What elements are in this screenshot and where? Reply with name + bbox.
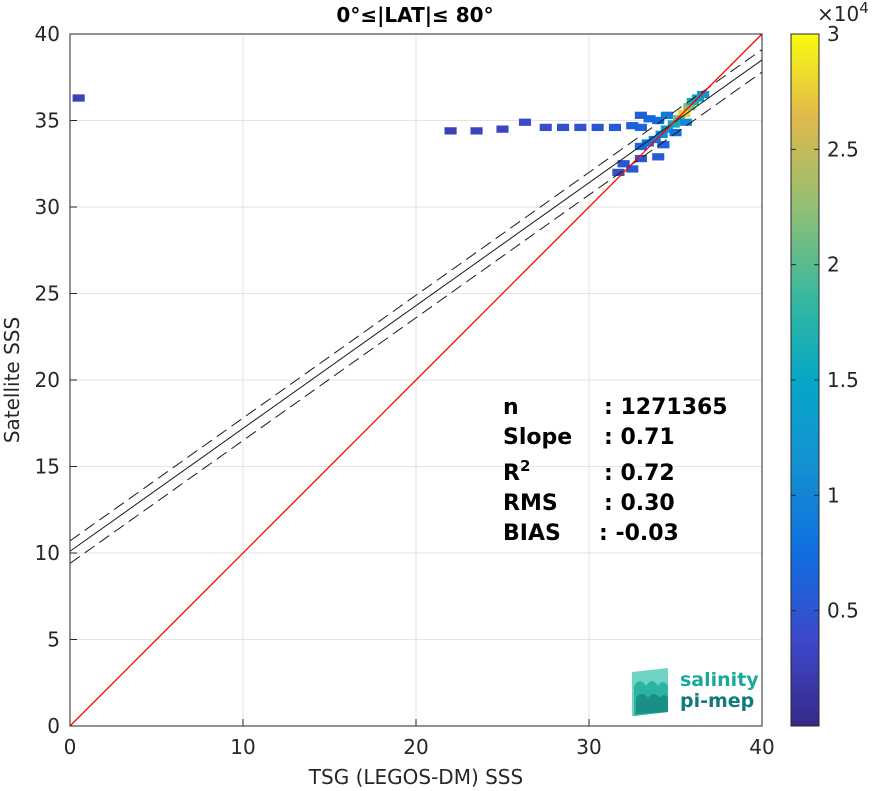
density-cell — [470, 127, 483, 135]
density-cell — [591, 123, 604, 132]
x-tick-label: 10 — [230, 735, 255, 759]
colorbar-tick-label: 0.5 — [827, 599, 859, 623]
density-cell — [678, 109, 691, 118]
density-cell — [669, 128, 682, 137]
density-cell — [679, 118, 692, 126]
stat-label-text: n — [503, 395, 519, 420]
colorbar-tick-label: 2.5 — [827, 137, 859, 161]
salinity-pi-mep-logo: salinity pi-mep — [632, 668, 759, 716]
colorbar-multiplier-base: ×10 — [817, 2, 859, 26]
x-tick-label: 20 — [403, 735, 428, 759]
stat-label-0: n — [503, 395, 519, 420]
density-cell — [72, 94, 85, 102]
y-tick-label: 20 — [35, 368, 60, 392]
y-tick-label: 15 — [35, 455, 60, 479]
density-cell — [612, 168, 625, 177]
y-tick-label: 30 — [35, 195, 60, 219]
fit-bound-line — [69, 49, 763, 542]
chart-title: 0°≤|LAT|≤ 80° — [336, 3, 493, 27]
stat-value-1: : 0.71 — [604, 425, 675, 450]
plot-area — [69, 33, 763, 727]
stat-label-1: Slope — [503, 425, 572, 450]
y-tick-labels: 0 5 10 15 20 25 30 35 40 — [35, 22, 60, 738]
density-cell — [667, 120, 680, 128]
stat-label-2: R2 — [503, 457, 530, 486]
colorbar-multiplier-exp: 4 — [859, 0, 869, 17]
density-cell — [539, 123, 552, 132]
stat-label-3: RMS — [503, 491, 558, 516]
colorbar-tick-label: 1 — [827, 483, 840, 507]
density-cell — [657, 141, 670, 149]
stat-label-text: Slope — [503, 425, 572, 450]
statistics-annotation: n : 1271365 Slope : 0.71 R2 : 0.72 RMS : 0.30 BI… — [503, 395, 728, 546]
x-tick-label: 30 — [576, 735, 601, 759]
density-cell — [697, 90, 710, 99]
stat-value-2: : 0.72 — [604, 461, 675, 486]
x-tick-label: 40 — [749, 735, 774, 759]
logo-text-pi-mep: pi-mep — [680, 690, 754, 712]
x-tick-label: 0 — [64, 735, 77, 759]
regression-lines — [69, 33, 763, 727]
y-axis-label: Satellite SSS — [0, 317, 24, 443]
fit-bound-line — [69, 71, 763, 564]
stat-value-3: : 0.30 — [604, 491, 675, 516]
density-cell — [574, 123, 587, 132]
y-tick-label: 35 — [35, 109, 60, 133]
stat-label-text: RMS — [503, 491, 558, 516]
y-tick-label: 25 — [35, 282, 60, 306]
colorbar-tick-label: 1.5 — [827, 368, 859, 392]
axis-ticks — [69, 33, 763, 727]
density-cell — [652, 153, 665, 161]
colorbar-multiplier: ×104 — [817, 0, 869, 26]
density-cell — [496, 125, 509, 133]
density-cell — [643, 115, 656, 123]
density-cell — [634, 123, 647, 132]
identity-line — [69, 33, 763, 727]
stat-label-text: R — [503, 461, 520, 486]
y-tick-label: 0 — [47, 714, 60, 738]
stat-label-4: BIAS — [503, 521, 561, 546]
density-cell — [444, 127, 457, 135]
density-cell — [608, 123, 622, 132]
stat-value-0: : 1271365 — [604, 395, 728, 420]
density-cell — [617, 160, 630, 168]
density-cell — [660, 111, 673, 119]
colorbar: 0.5 1 1.5 2 2.5 3 ×104 — [790, 0, 869, 727]
colorbar-tick-label: 2 — [827, 253, 840, 277]
y-tick-label: 40 — [35, 22, 60, 46]
y-tick-label: 10 — [35, 541, 60, 565]
colorbar-ticks: 0.5 1 1.5 2 2.5 3 — [791, 22, 859, 623]
stat-value-4: : -0.03 — [599, 521, 679, 546]
density-cell — [634, 111, 647, 119]
x-tick-labels: 0 10 20 30 40 — [64, 735, 775, 759]
fit-line — [69, 59, 763, 552]
stat-label-superscript: 2 — [520, 457, 530, 475]
y-tick-label: 5 — [47, 628, 60, 652]
colorbar-tick-label: 3 — [827, 22, 840, 46]
density-cell — [641, 139, 654, 147]
logo-text-salinity: salinity — [680, 669, 759, 691]
density-cell — [634, 154, 647, 163]
density-cell — [518, 118, 532, 126]
logo-mark-icon — [632, 668, 668, 716]
x-axis-label: TSG (LEGOS-DM) SSS — [308, 765, 523, 789]
density-cell — [556, 123, 570, 132]
density-cell — [648, 135, 661, 144]
density-cell — [652, 116, 665, 125]
density-cell — [626, 165, 639, 173]
density-cell — [626, 122, 639, 130]
stat-label-text: BIAS — [503, 521, 561, 546]
